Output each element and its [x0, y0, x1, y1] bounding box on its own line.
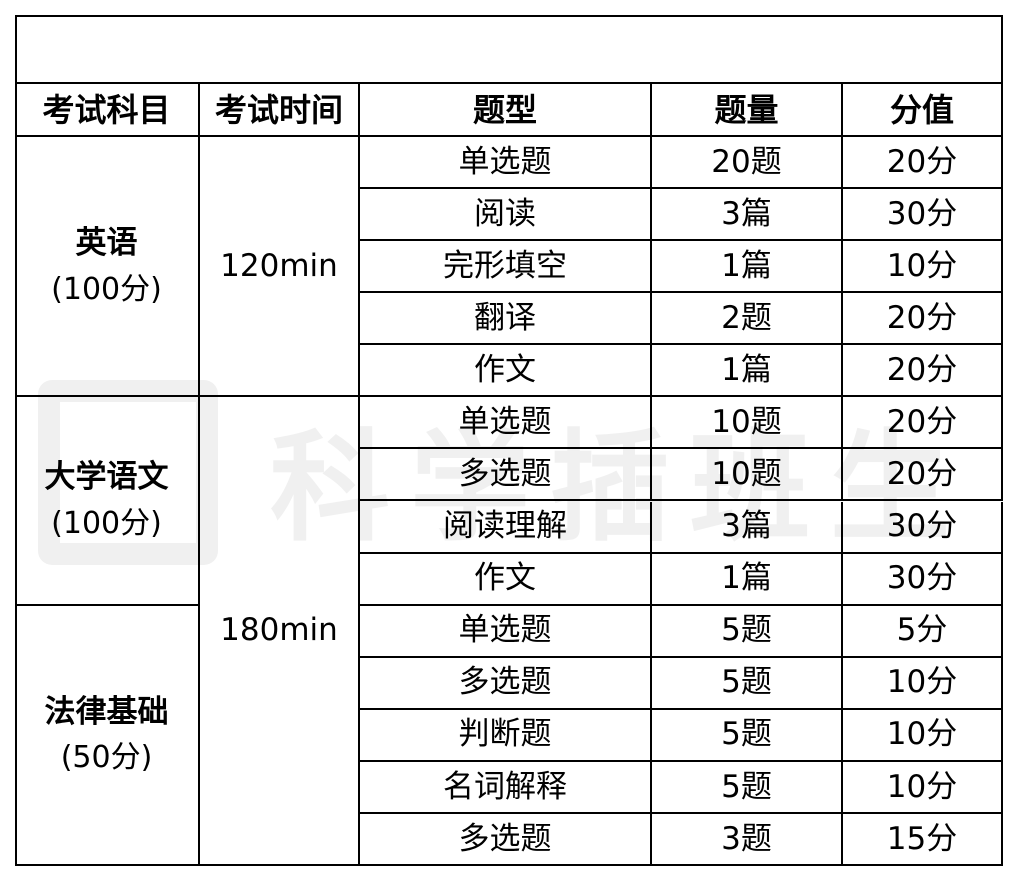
watermark: 科学插班生 [270, 419, 970, 558]
table-frame [15, 15, 1003, 866]
question-count-cell: 1篇 [652, 553, 843, 606]
score-cell: 20分 [843, 293, 1003, 346]
subject-points: (50分) [60, 740, 153, 776]
score-cell: 10分 [843, 761, 1003, 814]
question-type-cell: 名词解释 [360, 761, 652, 814]
subject-cell: 英语 (100分) [15, 137, 200, 398]
subject-cell: 法律基础 (50分) [15, 605, 200, 866]
question-type-cell: 完形填空 [360, 241, 652, 294]
question-count-cell: 2题 [652, 293, 843, 346]
score-cell: 20分 [843, 345, 1003, 398]
header-cell: 题量 [652, 84, 843, 137]
score-cell: 20分 [843, 137, 1003, 190]
question-count-cell: 5题 [652, 605, 843, 658]
question-count-cell: 5题 [652, 761, 843, 814]
question-type-cell: 作文 [360, 553, 652, 606]
question-type-cell: 多选题 [360, 813, 652, 866]
score-cell: 20分 [843, 397, 1003, 450]
subject-points: (100分) [51, 271, 162, 307]
time-cell: 180min [200, 397, 360, 866]
time-cell: 120min [200, 137, 360, 398]
question-type-cell: 阅读理解 [360, 501, 652, 554]
subject-name: 英语 [75, 225, 138, 262]
score-cell: 30分 [843, 553, 1003, 606]
header-cell: 分值 [843, 84, 1003, 137]
question-count-cell: 3题 [652, 813, 843, 866]
question-count-cell: 10题 [652, 449, 843, 502]
question-type-cell: 单选题 [360, 397, 652, 450]
question-count-cell: 5题 [652, 709, 843, 762]
question-count-cell: 10题 [652, 397, 843, 450]
subject-points: (100分) [51, 506, 162, 542]
question-count-cell: 20题 [652, 137, 843, 190]
question-type-cell: 判断题 [360, 709, 652, 762]
score-cell: 5分 [843, 605, 1003, 658]
score-cell: 30分 [843, 501, 1003, 554]
question-type-cell: 阅读 [360, 189, 652, 242]
question-count-cell: 3篇 [652, 189, 843, 242]
score-cell: 10分 [843, 709, 1003, 762]
subject-name: 法律基础 [44, 693, 169, 730]
subject-name: 大学语文 [44, 459, 169, 496]
score-cell: 30分 [843, 189, 1003, 242]
header-cell: 考试时间 [200, 84, 360, 137]
header-cell: 考试科目 [15, 84, 200, 137]
question-count-cell: 5题 [652, 657, 843, 710]
question-type-cell: 多选题 [360, 657, 652, 710]
question-type-cell: 单选题 [360, 605, 652, 658]
score-cell: 20分 [843, 449, 1003, 502]
table-title: 2026华政插班生考试题型 [15, 15, 1003, 84]
question-type-cell: 作文 [360, 345, 652, 398]
header-cell: 题型 [360, 84, 652, 137]
question-count-cell: 1篇 [652, 345, 843, 398]
question-count-cell: 1篇 [652, 241, 843, 294]
score-cell: 10分 [843, 241, 1003, 294]
question-type-cell: 单选题 [360, 137, 652, 190]
score-cell: 15分 [843, 813, 1003, 866]
question-type-cell: 翻译 [360, 293, 652, 346]
question-count-cell: 3篇 [652, 501, 843, 554]
score-cell: 10分 [843, 657, 1003, 710]
subject-cell: 大学语文 (100分) [15, 397, 200, 606]
question-type-cell: 多选题 [360, 449, 652, 502]
